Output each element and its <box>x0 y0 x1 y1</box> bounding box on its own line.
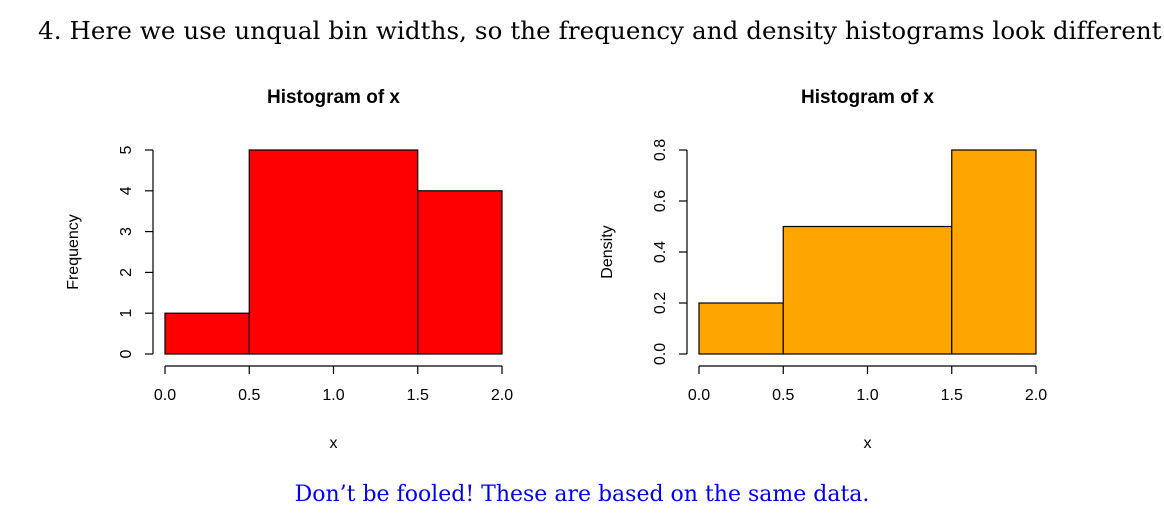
x-tick-label: 1.5 <box>941 387 963 404</box>
x-tick-label: 2.0 <box>491 387 513 404</box>
page-heading: 4. Here we use unqual bin widths, so the… <box>38 16 1162 45</box>
y-tick-label: 0 <box>118 349 135 358</box>
x-tick-label: 0.5 <box>238 387 260 404</box>
x-tick-label: 2.0 <box>1025 387 1047 404</box>
x-axis-label: x <box>330 435 338 452</box>
density-histogram: Histogram of x 0.0 0.5 1.0 1.5 2.0 x 0.0 0.2 0.4 0… <box>599 87 1047 452</box>
chart-title: Histogram of x <box>267 87 400 108</box>
y-tick-label: 2 <box>118 268 135 277</box>
y-tick-label: 3 <box>118 227 135 236</box>
chart-title: Histogram of x <box>801 87 934 108</box>
y-tick-label: 0.4 <box>652 241 669 263</box>
y-tick-label: 4 <box>118 186 135 195</box>
x-tick-label: 1.0 <box>856 387 878 404</box>
x-tick-label: 0.5 <box>772 387 794 404</box>
histogram-bar-2 <box>782 225 953 355</box>
x-tick-label: 0.0 <box>688 387 710 404</box>
histogram-bar-1 <box>164 312 250 355</box>
y-axis-label: Frequency <box>65 214 82 290</box>
y-tick-label: 0.6 <box>652 190 669 212</box>
histogram-bar-3 <box>417 190 503 355</box>
y-tick-label: 0.8 <box>652 139 669 161</box>
histogram-bar-3 <box>951 149 1037 355</box>
y-tick-label: 5 <box>118 145 135 154</box>
frequency-histogram: Histogram of x 0.0 0.5 1.0 1.5 2.0 x 0 1 2 3 4 5 Freq… <box>65 87 513 452</box>
histogram-bar-2 <box>248 149 419 355</box>
histogram-bar-1 <box>698 302 784 355</box>
y-tick-label: 0.2 <box>652 292 669 314</box>
y-tick-label: 1 <box>118 309 135 318</box>
y-axis-label: Density <box>599 225 616 278</box>
x-axis-label: x <box>864 435 872 452</box>
x-tick-label: 1.5 <box>407 387 429 404</box>
y-tick-label: 0.0 <box>652 343 669 365</box>
footnote: Don’t be fooled! These are based on the … <box>294 482 870 507</box>
x-tick-label: 1.0 <box>322 387 344 404</box>
x-tick-label: 0.0 <box>154 387 176 404</box>
